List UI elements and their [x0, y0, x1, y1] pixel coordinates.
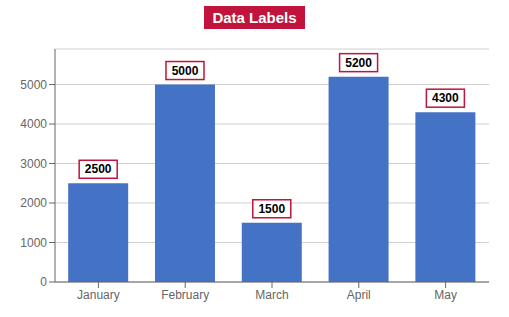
svg-text:5000: 5000 [20, 78, 47, 92]
svg-text:3000: 3000 [20, 157, 47, 171]
svg-text:January: January [77, 288, 120, 302]
svg-text:2500: 2500 [85, 162, 112, 176]
svg-text:5200: 5200 [345, 56, 372, 70]
svg-text:1000: 1000 [20, 236, 47, 250]
svg-text:4300: 4300 [432, 91, 459, 105]
svg-text:4000: 4000 [20, 117, 47, 131]
svg-text:5000: 5000 [172, 64, 199, 78]
svg-text:2000: 2000 [20, 196, 47, 210]
html-text:Data Labels: Data Labels [212, 8, 297, 26]
svg-text:April: April [347, 288, 371, 302]
svg-text:March: March [255, 288, 288, 302]
svg-text:February: February [161, 288, 209, 302]
svg-text:1500: 1500 [258, 202, 285, 216]
svg-text:0: 0 [40, 275, 47, 289]
svg-text:May: May [434, 288, 457, 302]
